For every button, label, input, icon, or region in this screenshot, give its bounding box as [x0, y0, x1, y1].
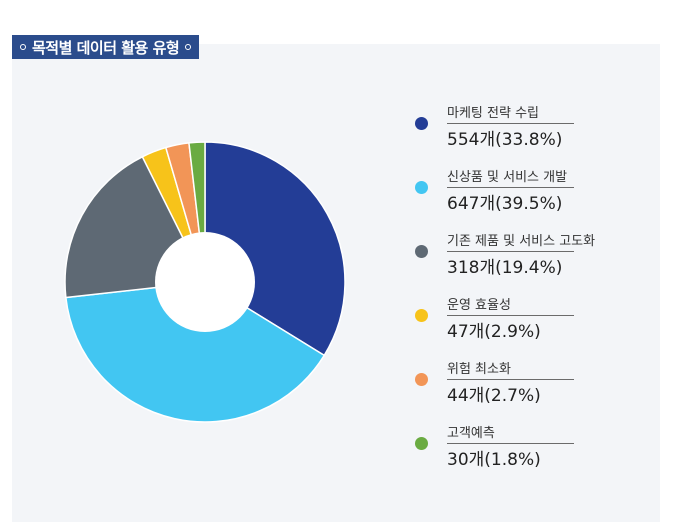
legend-item-5: 위험 최소화 44개(2.7%) [415, 352, 615, 416]
legend-item-4: 운영 효율성 47개(2.9%) [415, 288, 615, 352]
legend-item-3: 기존 제품 및 서비스 고도화 318개(19.4%) [415, 224, 615, 288]
donut-hole [155, 232, 255, 332]
legend-marker [415, 437, 428, 450]
legend-value: 30개(1.8%) [447, 450, 541, 470]
legend-label: 위험 최소화 [447, 358, 574, 380]
legend-value: 47개(2.9%) [447, 322, 541, 342]
legend-label: 기존 제품 및 서비스 고도화 [447, 230, 595, 252]
legend-item-2: 신상품 및 서비스 개발 647개(39.5%) [415, 160, 615, 224]
title-dot-left [20, 44, 26, 50]
legend-value: 554개(33.8%) [447, 130, 563, 150]
legend-marker [415, 309, 428, 322]
title-badge: 목적별 데이터 활용 유형 [12, 35, 200, 59]
title-dot-right [185, 44, 192, 50]
legend-value: 647개(39.5%) [447, 194, 563, 214]
chart-title: 목적별 데이터 활용 유형 [32, 38, 180, 57]
legend-marker [415, 181, 428, 194]
legend-label: 운영 효율성 [447, 294, 574, 316]
legend-label: 신상품 및 서비스 개발 [447, 166, 574, 188]
legend-value: 44개(2.7%) [447, 386, 541, 406]
legend-value: 318개(19.4%) [447, 258, 563, 278]
legend-item-1: 마케팅 전략 수립 554개(33.8%) [415, 96, 615, 160]
legend-marker [415, 117, 428, 130]
legend-marker [415, 245, 428, 258]
legend-label: 고객예측 [447, 422, 574, 444]
legend-marker [415, 373, 428, 386]
pie-slice-2 [65, 281, 326, 423]
legend-item-6: 고객예측 30개(1.8%) [415, 416, 615, 480]
legend: 마케팅 전략 수립 554개(33.8%) 신상품 및 서비스 개발 647개(39.… [415, 96, 615, 480]
legend-label: 마케팅 전략 수립 [447, 102, 574, 124]
